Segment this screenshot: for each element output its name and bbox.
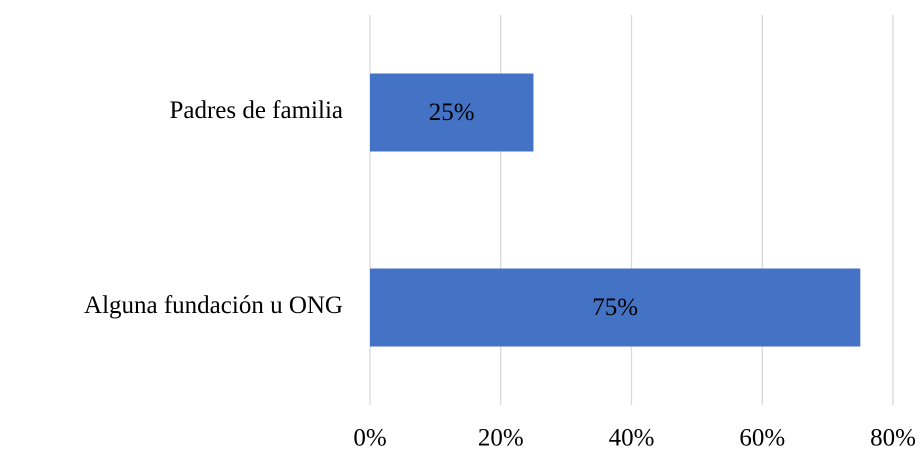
bar xyxy=(370,268,861,347)
y-tick-label: Padres de familia xyxy=(169,97,343,124)
x-tick-label: 80% xyxy=(870,425,916,452)
x-tick-label: 0% xyxy=(353,425,386,452)
bar xyxy=(370,73,534,152)
x-tick-label: 20% xyxy=(478,425,524,452)
data-label: 25% xyxy=(429,99,475,126)
y-tick-label: Alguna fundación u ONG xyxy=(84,292,343,319)
data-label: 75% xyxy=(592,294,638,321)
x-tick-label: 60% xyxy=(739,425,785,452)
x-tick-label: 40% xyxy=(609,425,655,452)
